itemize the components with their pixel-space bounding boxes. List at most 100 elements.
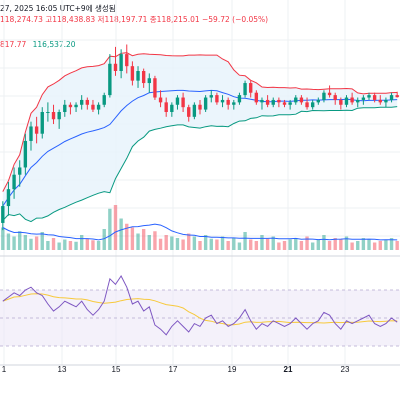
candle-body [1,206,5,223]
candle-body [192,104,197,117]
candle-body [85,99,90,105]
candlestick-series [1,44,399,231]
candle-body [249,83,253,93]
candle-body [367,95,371,98]
candle-body [158,97,163,103]
candle-body [119,54,123,71]
candle-body [378,99,382,103]
bb-upper-value: 817.77 [0,40,27,49]
bollinger-fill [2,52,398,222]
candle-body [170,104,174,112]
volume-bar [96,241,101,250]
volume-bar [378,241,382,250]
candle-body [130,66,135,81]
volume-bar [23,235,28,250]
candle-body [265,99,270,105]
volume-bar [316,239,320,250]
time-axis-tick-label: 17 [169,365,178,374]
volume-bar [215,239,219,250]
candle-body [215,95,219,103]
candle-body [282,102,287,105]
candle-body [80,99,84,105]
volume-bar [158,238,163,250]
candle-body [372,95,377,100]
volume-bar [361,238,366,250]
volume-bar [260,235,264,250]
header-date: 27, 2025 16:05 UTC+9에 생성됨 [0,4,116,13]
volume-bar [192,236,197,250]
volume-bar [175,238,180,250]
candle-body [339,99,343,105]
volume-bar [339,239,343,250]
volume-bar [356,241,360,250]
candle-body [136,71,140,81]
volume-bar [12,236,16,250]
candle-body [181,97,185,108]
volume-bar [187,233,191,250]
candle-body [327,92,332,96]
volume-bar [113,205,118,250]
volume-bar [327,241,332,250]
volume-bar [350,242,354,250]
volume-bar [209,238,213,250]
rsi-ma-line [2,293,398,326]
volume-bar [226,241,230,250]
candle-body [237,95,242,103]
candle-body [288,102,292,105]
volume-bar [299,241,304,250]
candle-body [147,78,151,84]
volume-bar [203,235,208,250]
time-axis-tick-label: 15 [112,365,121,374]
volume-bar [147,235,151,250]
candle-body [113,63,118,71]
volume-bar [119,218,123,250]
volume-bar [34,236,39,250]
bollinger-lower-line [2,106,398,223]
candle-body [63,104,67,112]
candle-body [232,102,236,105]
candle-body [125,54,129,67]
candle-body [153,78,157,98]
time-axis-tick-label: 19 [228,365,237,374]
candle-body [51,112,56,120]
volume-bar [130,227,135,250]
candle-body [384,99,388,103]
volume-bar [136,233,140,250]
candle-body [277,99,281,103]
rsi-panel [0,275,400,347]
volume-bar [68,241,73,250]
candle-body [68,104,73,108]
candle-body [294,97,298,103]
candle-body [395,95,399,98]
time-axis-tick-label: 21 [284,365,293,374]
volume-bar [322,235,326,250]
candle-body [57,112,61,120]
candle-body [316,99,320,103]
time-axis-tick-label: 23 [341,365,350,374]
volume-bar [277,242,281,250]
candle-body [271,99,275,105]
candle-body [344,97,349,105]
bollinger-upper-line [2,52,398,192]
volume-bar [249,239,253,250]
volume-bar [288,239,292,250]
chart-header-bollinger: 817.77 116,537.20 [0,40,76,49]
chart-header-ohlc: 27, 2025 16:05 UTC+9에 생성됨 118,274.73 고11… [0,3,268,25]
volume-bar [40,232,44,250]
volume-bar [232,238,236,250]
candle-body [220,99,225,103]
candle-body [299,97,304,103]
volume-bar [170,236,174,250]
candle-body [260,99,264,103]
volume-bar [80,235,84,250]
volume-bar [125,223,129,250]
candle-body [34,126,39,134]
bb-lower-value: 116,537.20 [32,40,76,49]
volume-bar [243,232,247,250]
volume-bar [141,229,146,250]
volume-bar [384,239,388,250]
volume-ma-line [2,223,398,241]
volume-bar [395,241,399,250]
volume-bar [305,236,309,250]
